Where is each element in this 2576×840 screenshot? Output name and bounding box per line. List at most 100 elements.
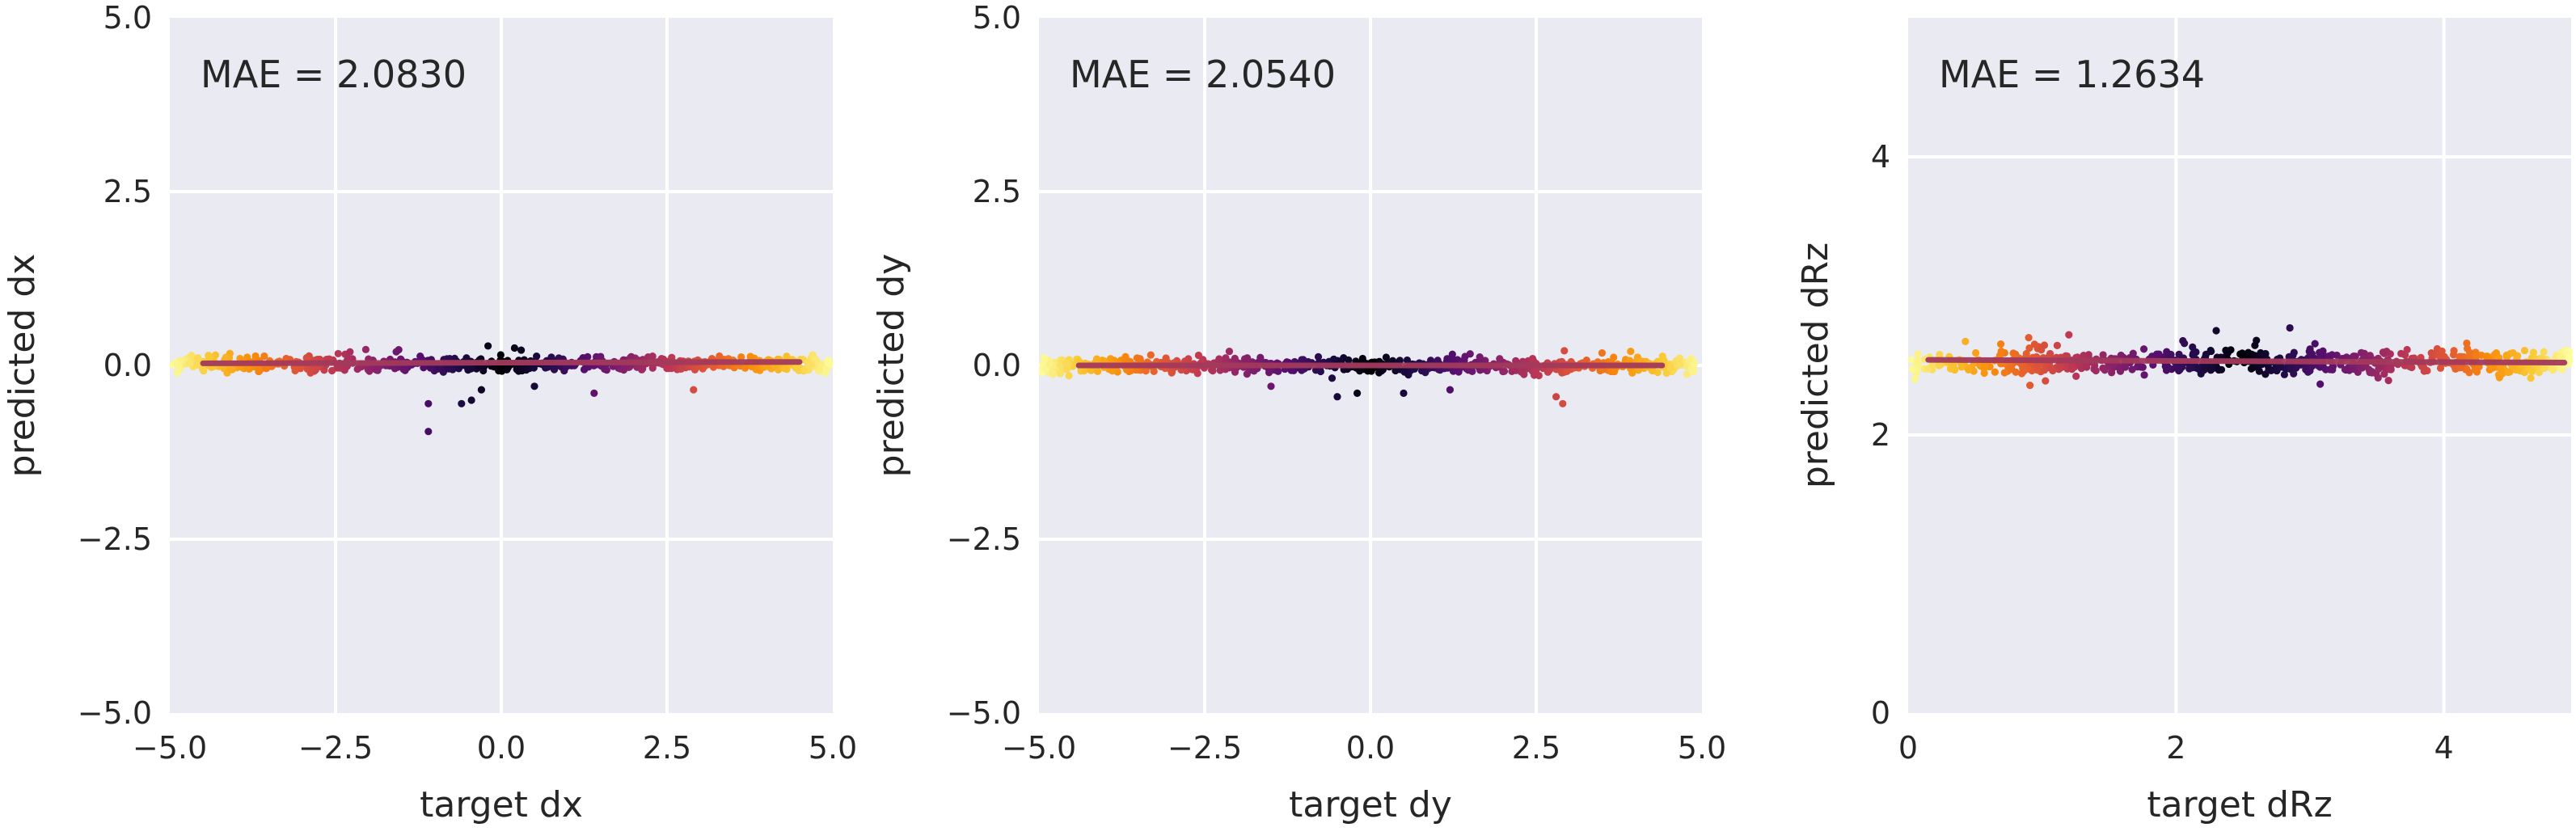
data-point — [2253, 336, 2261, 344]
data-point — [2379, 348, 2387, 357]
data-point — [454, 365, 463, 373]
data-point — [467, 396, 475, 404]
data-point — [2065, 331, 2073, 339]
data-point — [2540, 364, 2549, 373]
data-point — [741, 364, 750, 372]
data-point — [198, 365, 206, 373]
data-point — [815, 365, 823, 374]
data-point — [2185, 365, 2194, 373]
data-point — [462, 354, 471, 362]
data-point — [2139, 345, 2148, 353]
data-point — [2053, 341, 2062, 350]
data-point — [2420, 367, 2428, 375]
data-point — [1403, 356, 1412, 365]
y-tick-label: 2 — [1871, 417, 1890, 453]
data-point — [2385, 364, 2393, 372]
data-point — [2067, 362, 2076, 370]
data-point — [2181, 340, 2189, 348]
data-point — [2328, 351, 2336, 359]
data-point — [2189, 351, 2197, 359]
data-point — [2026, 382, 2034, 390]
data-point — [445, 365, 453, 373]
data-point — [2477, 351, 2485, 360]
data-point — [1666, 363, 1674, 371]
data-point — [2540, 348, 2548, 356]
data-point — [1914, 350, 1922, 358]
data-point — [2101, 366, 2109, 374]
data-point — [2529, 348, 2538, 357]
y-tick-label: 0.0 — [103, 348, 152, 383]
data-point — [2316, 380, 2325, 388]
data-point — [2397, 349, 2405, 357]
data-point — [716, 352, 724, 361]
data-point — [2255, 367, 2263, 375]
data-point — [1209, 367, 1217, 375]
data-point — [302, 354, 311, 362]
y-tick-label: −2.5 — [947, 521, 1021, 557]
x-tick-label: −2.5 — [1168, 730, 1242, 766]
data-point — [1256, 357, 1265, 365]
data-point — [2456, 364, 2464, 372]
data-point — [1935, 361, 1943, 370]
y-axis-label: predicted dy — [871, 254, 912, 478]
y-tick-label: 5.0 — [973, 0, 1021, 36]
y-tick-label: 2.5 — [103, 174, 152, 209]
data-point — [188, 351, 196, 360]
data-point — [1911, 375, 1919, 383]
data-point — [2215, 365, 2223, 374]
data-point — [1962, 337, 1970, 345]
data-point — [192, 361, 201, 369]
x-tick-label: −5.0 — [1002, 730, 1076, 766]
data-point — [1049, 370, 1058, 378]
x-tick-label: 2 — [2166, 730, 2185, 766]
data-point — [1274, 367, 1282, 375]
data-point — [2520, 346, 2529, 355]
data-point — [1045, 360, 1054, 368]
data-point — [2375, 365, 2383, 373]
data-point — [1500, 367, 1509, 375]
y-axis-label: predicted dRz — [1795, 243, 1836, 488]
x-tick-label: −5.0 — [133, 730, 207, 766]
data-point — [1265, 369, 1273, 377]
data-point — [2056, 362, 2064, 370]
data-point — [550, 365, 558, 374]
subplot-1: −5.0 −2.5 0.0 2.5 5.0 −5.0 −2.5 0.0 2.5 5.0 target… — [2, 0, 857, 825]
data-point — [2025, 334, 2033, 342]
data-point — [2121, 363, 2130, 371]
y-tick-label: 0 — [1871, 695, 1890, 731]
data-point — [2080, 352, 2088, 360]
data-point — [1910, 365, 1919, 374]
data-point — [805, 361, 813, 370]
data-point — [1448, 350, 1456, 358]
data-point — [1965, 365, 1973, 374]
data-point — [2072, 372, 2080, 380]
y-tick-label: 0.0 — [973, 348, 1021, 383]
data-point — [496, 351, 505, 359]
data-point — [1225, 348, 1234, 356]
data-point — [1062, 359, 1070, 367]
data-point — [1328, 374, 1337, 382]
data-point — [1446, 386, 1454, 394]
data-point — [2408, 363, 2416, 372]
data-point — [2306, 345, 2314, 353]
data-point — [1356, 367, 1364, 375]
data-point — [2463, 339, 2471, 348]
data-point — [1658, 352, 1666, 361]
data-point — [2172, 363, 2180, 372]
data-point — [1991, 368, 1999, 376]
x-tick-label: 0.0 — [1346, 730, 1395, 766]
data-point — [1329, 355, 1338, 363]
data-point — [2471, 352, 2480, 361]
data-point — [2092, 366, 2100, 375]
x-tick-label: 2.5 — [643, 730, 691, 766]
y-tick-label: −2.5 — [78, 521, 152, 557]
data-point — [1980, 369, 1988, 378]
y-tick-label: 5.0 — [103, 0, 152, 36]
data-point — [424, 428, 433, 436]
data-point — [1194, 351, 1203, 360]
data-point — [2436, 364, 2445, 372]
data-point — [260, 352, 268, 361]
data-point — [1971, 348, 1980, 357]
data-point — [2175, 350, 2183, 358]
